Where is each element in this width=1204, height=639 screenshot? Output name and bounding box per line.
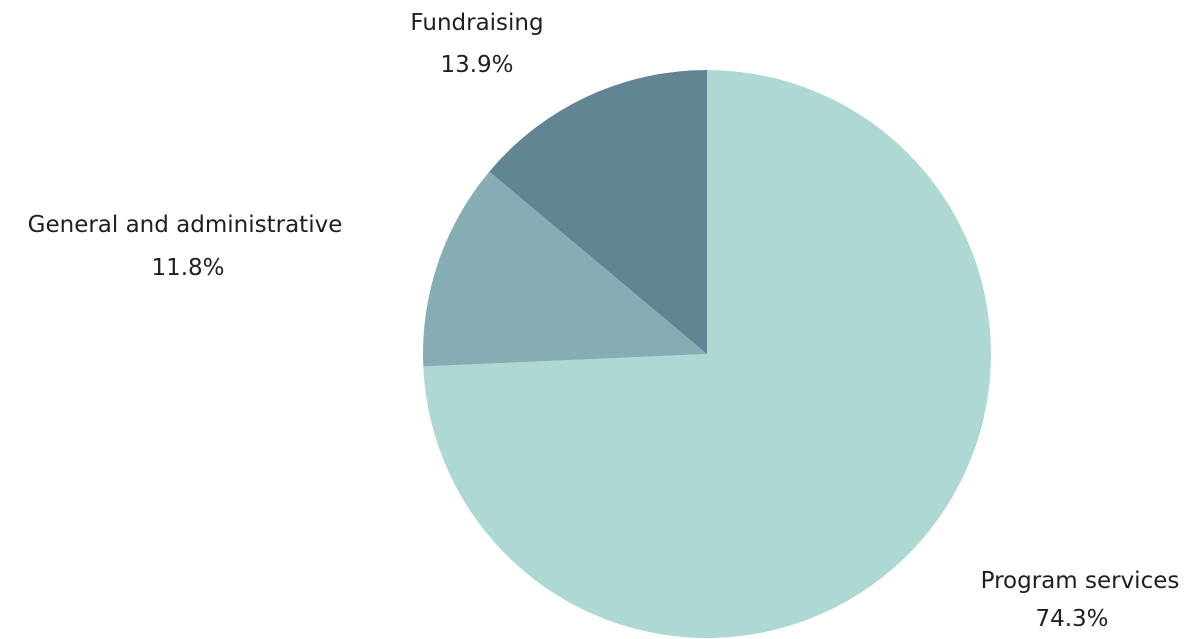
pie-slices (423, 70, 991, 638)
value-program-services: 74.3% (1035, 606, 1108, 632)
label-program-services: Program services (981, 568, 1180, 594)
value-fundraising: 13.9% (440, 52, 513, 78)
slice-program-services (423, 70, 991, 638)
label-fundraising: Fundraising (410, 10, 543, 36)
label-general-administrative: General and administrative (28, 212, 343, 238)
slice-fundraising (489, 70, 707, 354)
slice-general-and-administrative (423, 171, 707, 367)
value-general-administrative: 11.8% (151, 255, 224, 281)
